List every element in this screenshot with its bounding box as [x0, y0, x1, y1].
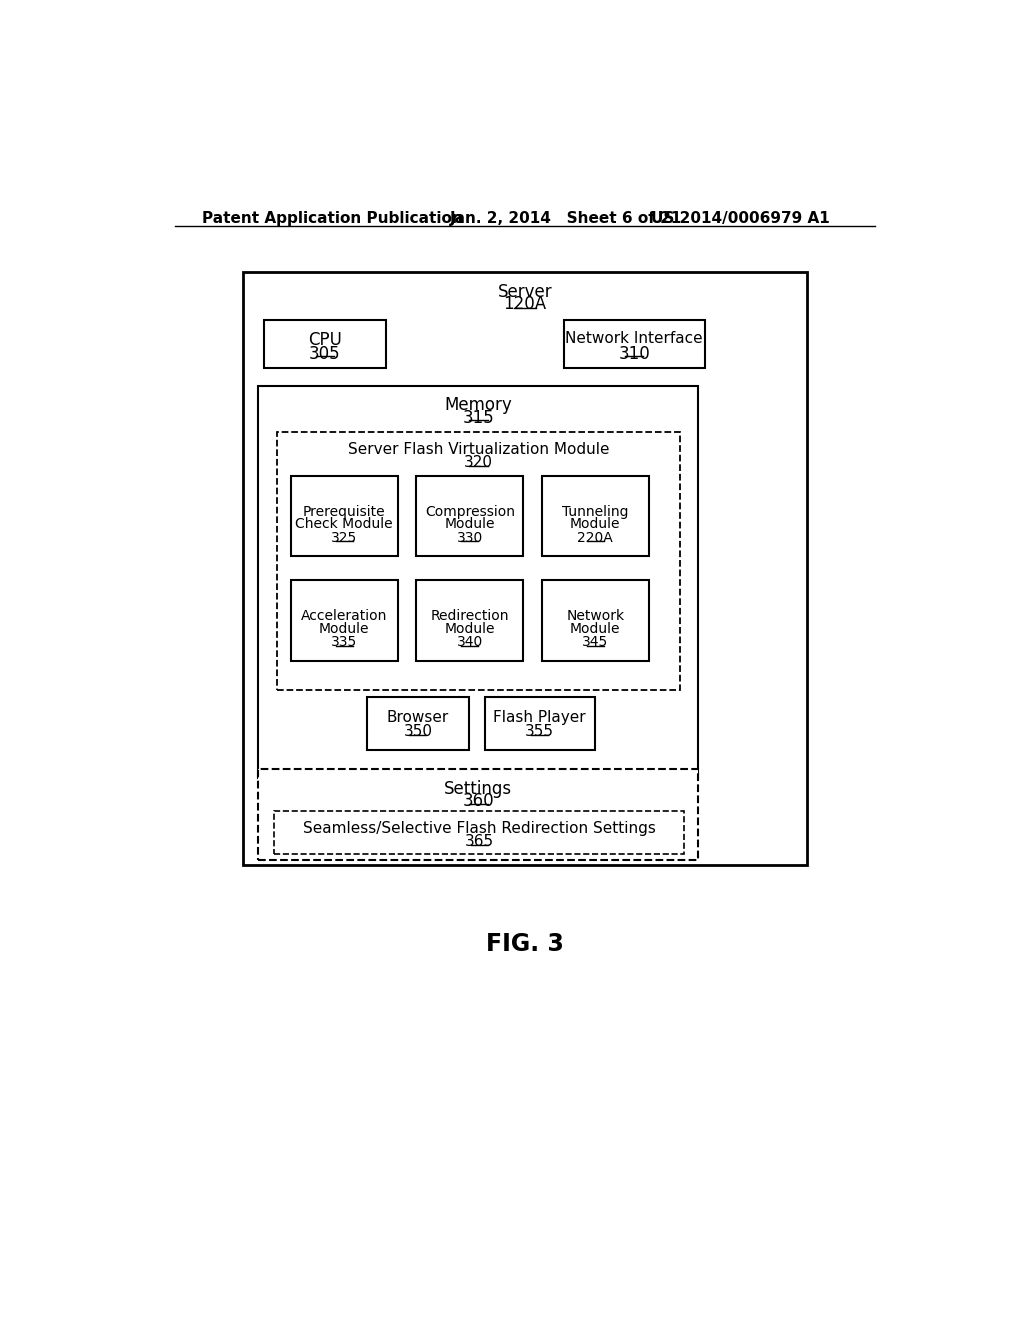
Bar [273, 812, 684, 854]
Text: Module: Module [444, 622, 495, 635]
Text: Patent Application Publication: Patent Application Publication [202, 211, 463, 226]
Text: 340: 340 [457, 635, 483, 649]
Bar [367, 697, 469, 750]
Text: Redirection: Redirection [430, 610, 509, 623]
Text: Seamless/Selective Flash Redirection Settings: Seamless/Selective Flash Redirection Set… [303, 821, 655, 836]
Text: 120A: 120A [503, 296, 547, 313]
Text: Network: Network [566, 610, 625, 623]
Bar [263, 321, 386, 368]
Bar [542, 581, 649, 661]
Bar [542, 475, 649, 557]
Text: Browser: Browser [387, 710, 449, 725]
Text: 350: 350 [403, 723, 432, 739]
Text: Tunneling: Tunneling [562, 504, 629, 519]
Bar [484, 697, 595, 750]
Text: Module: Module [570, 622, 621, 635]
Text: 345: 345 [583, 635, 608, 649]
Text: Memory: Memory [444, 396, 512, 414]
Text: 360: 360 [463, 792, 495, 810]
Bar [258, 385, 698, 779]
Text: Module: Module [570, 517, 621, 531]
Bar [243, 272, 807, 866]
Bar [291, 581, 397, 661]
Text: Jan. 2, 2014   Sheet 6 of 21: Jan. 2, 2014 Sheet 6 of 21 [450, 211, 682, 226]
Text: 325: 325 [331, 531, 357, 545]
Text: 320: 320 [464, 455, 493, 470]
Text: Prerequisite: Prerequisite [303, 504, 386, 519]
Text: 335: 335 [331, 635, 357, 649]
Text: 310: 310 [618, 345, 650, 363]
Text: 220A: 220A [578, 531, 613, 545]
Text: 305: 305 [309, 345, 341, 363]
Text: Check Module: Check Module [295, 517, 393, 531]
Bar [417, 581, 523, 661]
Text: FIG. 3: FIG. 3 [485, 932, 564, 956]
Text: Server: Server [498, 284, 552, 301]
Bar [258, 770, 698, 859]
Text: Compression: Compression [425, 504, 515, 519]
Bar [563, 321, 705, 368]
Text: Server Flash Virtualization Module: Server Flash Virtualization Module [347, 442, 609, 457]
Text: 315: 315 [463, 409, 495, 426]
Bar [291, 475, 397, 557]
Text: CPU: CPU [308, 331, 342, 348]
Bar [276, 432, 680, 689]
Text: Acceleration: Acceleration [301, 610, 387, 623]
Text: 330: 330 [457, 531, 483, 545]
Text: Settings: Settings [444, 780, 512, 797]
Text: Flash Player: Flash Player [494, 710, 586, 725]
Text: 355: 355 [525, 723, 554, 739]
Text: 365: 365 [465, 834, 494, 849]
Text: Module: Module [444, 517, 495, 531]
Text: Module: Module [318, 622, 370, 635]
Text: Network Interface: Network Interface [565, 331, 702, 346]
Text: US 2014/0006979 A1: US 2014/0006979 A1 [651, 211, 829, 226]
Bar [417, 475, 523, 557]
